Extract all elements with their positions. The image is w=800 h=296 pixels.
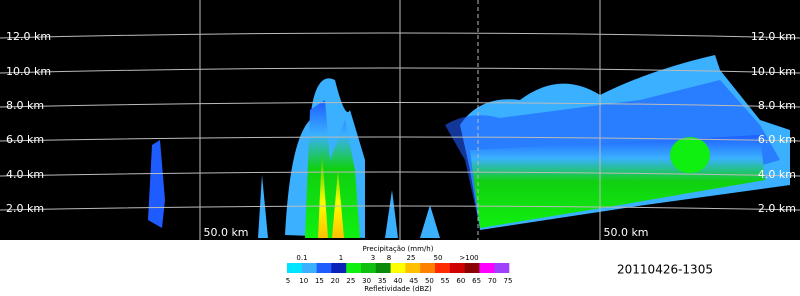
height-label: 6.0 km <box>6 133 44 146</box>
colorbar-swatch <box>494 263 510 273</box>
dbz-label: 5 <box>286 277 290 285</box>
precip-title: Precipitação (mm/h) <box>363 245 434 253</box>
precip-label: 8 <box>387 254 391 262</box>
dbz-label: 60 <box>456 277 465 285</box>
colorbar-swatch <box>449 263 465 273</box>
dbz-label: 35 <box>378 277 387 285</box>
precip-label: 0.1 <box>296 254 307 262</box>
height-label: 2.0 km <box>6 202 44 215</box>
grid <box>0 0 800 240</box>
dbz-label: 30 <box>362 277 371 285</box>
dbz-title: Refletividade (dBZ) <box>364 285 432 293</box>
colorbar-swatch <box>346 263 362 273</box>
colorbar-swatch <box>405 263 421 273</box>
height-label: 12.0 km <box>6 30 51 43</box>
timestamp: 20110426-1305 <box>617 263 713 277</box>
dbz-label: 15 <box>315 277 324 285</box>
dbz-label: 65 <box>472 277 481 285</box>
range-label: 50.0 km <box>203 226 248 239</box>
dbz-label: 25 <box>346 277 355 285</box>
height-label: 10.0 km <box>751 65 796 78</box>
dbz-label: 70 <box>488 277 497 285</box>
colorbar-swatch <box>479 263 495 273</box>
height-label: 2.0 km <box>758 202 796 215</box>
range-label: 50.0 km <box>603 226 648 239</box>
precip-label: >100 <box>459 254 478 262</box>
echoes <box>148 55 790 238</box>
height-label: 6.0 km <box>758 133 796 146</box>
height-label: 12.0 km <box>751 30 796 43</box>
dbz-label: 45 <box>409 277 418 285</box>
precip-label: 50 <box>434 254 443 262</box>
colorbar-swatch <box>287 263 303 273</box>
dbz-label: 75 <box>504 277 513 285</box>
height-label: 8.0 km <box>6 99 44 112</box>
height-label: 4.0 km <box>758 168 796 181</box>
precip-label: 1 <box>339 254 343 262</box>
precip-label: 3 <box>371 254 375 262</box>
dbz-label: 55 <box>441 277 450 285</box>
colorbar-swatch <box>464 263 480 273</box>
colorbar-swatch <box>301 263 317 273</box>
colorbar-swatch <box>331 263 347 273</box>
colorbar-swatch <box>316 263 332 273</box>
dbz-label: 10 <box>299 277 308 285</box>
colorbar-swatch <box>375 263 391 273</box>
colorbar-swatch <box>420 263 436 273</box>
height-label: 10.0 km <box>6 65 51 78</box>
height-label: 8.0 km <box>758 99 796 112</box>
dbz-label: 20 <box>331 277 340 285</box>
dbz-label: 50 <box>425 277 434 285</box>
colorbar-swatch <box>390 263 406 273</box>
precip-label: 25 <box>407 254 416 262</box>
colorbar-swatch <box>435 263 451 273</box>
dbz-label: 40 <box>394 277 403 285</box>
height-label: 4.0 km <box>6 168 44 181</box>
colorbar-swatch <box>361 263 377 273</box>
